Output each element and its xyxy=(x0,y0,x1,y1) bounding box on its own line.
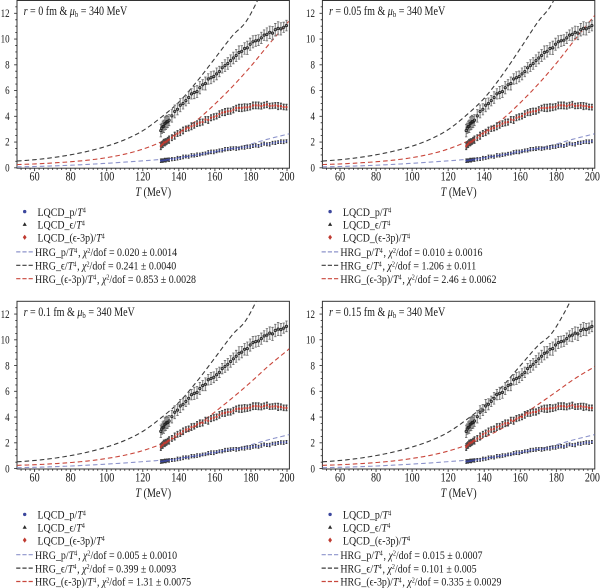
svg-text:10: 10 xyxy=(306,335,315,347)
svg-text:100: 100 xyxy=(405,171,421,184)
svg-text:100: 100 xyxy=(99,171,115,184)
svg-text:120: 120 xyxy=(441,171,457,184)
svg-text:LQCD_p/T4: LQCD_p/T4 xyxy=(37,510,86,522)
svg-text:60: 60 xyxy=(335,171,345,184)
svg-text:6: 6 xyxy=(5,386,9,398)
svg-text:140: 140 xyxy=(171,171,187,184)
svg-text:4: 4 xyxy=(5,111,9,123)
svg-text:8: 8 xyxy=(311,60,315,72)
svg-text:80: 80 xyxy=(371,472,381,485)
svg-text:T (MeV): T (MeV) xyxy=(441,186,477,199)
svg-text:60: 60 xyxy=(30,171,40,184)
svg-text:160: 160 xyxy=(513,171,529,184)
svg-text:10: 10 xyxy=(1,335,10,347)
svg-text:4: 4 xyxy=(5,412,9,424)
svg-text:HRG_(ϵ-3p)/T4 , χ2/dof = 0.335: HRG_(ϵ-3p)/T4 , χ2/dof = 0.335 ± 0.0029 xyxy=(340,577,501,588)
svg-text:4: 4 xyxy=(311,111,315,123)
svg-text:LQCD_(ϵ-3p)/T4: LQCD_(ϵ-3p)/T4 xyxy=(343,233,411,245)
svg-text:HRG_(ϵ-3p)/T4 , χ2/dof = 1.31: HRG_(ϵ-3p)/T4 , χ2/dof = 1.31 ± 0.0075 xyxy=(35,577,191,588)
svg-text:12: 12 xyxy=(1,309,10,321)
svg-text:LQCD_(ϵ-3p)/T4: LQCD_(ϵ-3p)/T4 xyxy=(37,536,105,548)
svg-text:HRG_p/T4 , χ2/dof = 0.005 ± 0.: HRG_p/T4 , χ2/dof = 0.005 ± 0.0010 xyxy=(35,550,177,562)
svg-text:160: 160 xyxy=(207,171,223,184)
svg-text:T (MeV): T (MeV) xyxy=(135,487,171,500)
svg-text:HRG_(ϵ-3p)/T4 , χ2/dof = 2.46: HRG_(ϵ-3p)/T4 , χ2/dof = 2.46 ± 0.0062 xyxy=(340,274,496,286)
svg-text:6: 6 xyxy=(5,85,9,97)
svg-text:LQCD_(ϵ-3p)/T4: LQCD_(ϵ-3p)/T4 xyxy=(37,233,105,245)
svg-text:180: 180 xyxy=(243,171,259,184)
svg-text:HRG_p/T4 , χ2/dof = 0.010 ± 0.: HRG_p/T4 , χ2/dof = 0.010 ± 0.0016 xyxy=(340,248,482,260)
svg-text:LQCD_(ϵ-3p)/T4: LQCD_(ϵ-3p)/T4 xyxy=(343,536,411,548)
svg-text:12: 12 xyxy=(1,8,10,20)
svg-text:HRG_ϵ/T4 , χ2/dof = 0.399 ± 0.: HRG_ϵ/T4 , χ2/dof = 0.399 ± 0.0093 xyxy=(35,564,176,576)
svg-text:0: 0 xyxy=(311,163,315,175)
svg-text:LQCD_ϵ/T4: LQCD_ϵ/T4 xyxy=(37,220,85,232)
svg-text:HRG_ϵ/T4 , χ2/dof = 0.241 ± 0.: HRG_ϵ/T4 , χ2/dof = 0.241 ± 0.0040 xyxy=(35,261,176,273)
svg-text:6: 6 xyxy=(311,85,315,97)
svg-text:LQCD_ϵ/T4: LQCD_ϵ/T4 xyxy=(343,523,391,535)
svg-text:HRG_p/T4 , χ2/dof = 0.020 ± 0.: HRG_p/T4 , χ2/dof = 0.020 ± 0.0014 xyxy=(35,248,178,260)
svg-text:200: 200 xyxy=(279,472,295,485)
svg-text:180: 180 xyxy=(243,472,259,485)
svg-text:160: 160 xyxy=(207,472,223,485)
svg-text:LQCD_ϵ/T4: LQCD_ϵ/T4 xyxy=(37,523,85,535)
svg-text:120: 120 xyxy=(135,171,151,184)
svg-text:8: 8 xyxy=(311,360,315,372)
svg-text:T (MeV): T (MeV) xyxy=(441,487,477,500)
svg-text:60: 60 xyxy=(30,472,40,485)
svg-text:T (MeV): T (MeV) xyxy=(135,186,171,199)
svg-text:100: 100 xyxy=(405,472,421,485)
svg-text:LQCD_ϵ/T4: LQCD_ϵ/T4 xyxy=(343,220,391,232)
svg-text:160: 160 xyxy=(513,472,529,485)
svg-text:140: 140 xyxy=(171,472,187,485)
svg-text:80: 80 xyxy=(371,171,381,184)
svg-text:HRG_(ϵ-3p)/T4 , χ2/dof = 0.853: HRG_(ϵ-3p)/T4 , χ2/dof = 0.853 ± 0.0028 xyxy=(35,274,196,286)
svg-text:8: 8 xyxy=(5,60,9,72)
svg-text:r = 0 fm & μb = 340 MeV: r = 0 fm & μb = 340 MeV xyxy=(24,5,128,19)
svg-text:r = 0.1 fm & μb = 340 MeV: r = 0.1 fm & μb = 340 MeV xyxy=(24,306,136,320)
svg-text:80: 80 xyxy=(66,171,76,184)
svg-text:0: 0 xyxy=(5,463,9,475)
svg-text:4: 4 xyxy=(311,412,315,424)
svg-text:HRG_ϵ/T4 , χ2/dof = 0.101 ± 0.: HRG_ϵ/T4 , χ2/dof = 0.101 ± 0.005 xyxy=(340,564,476,576)
svg-text:180: 180 xyxy=(549,472,565,485)
svg-text:100: 100 xyxy=(99,472,115,485)
svg-text:LQCD_p/T4: LQCD_p/T4 xyxy=(343,510,392,522)
svg-text:r = 0.15 fm & μb = 340 MeV: r = 0.15 fm & μb = 340 MeV xyxy=(329,306,446,320)
svg-text:2: 2 xyxy=(5,137,9,149)
svg-text:60: 60 xyxy=(335,472,345,485)
svg-text:r = 0.05 fm & μb = 340 MeV: r = 0.05 fm & μb = 340 MeV xyxy=(329,5,446,19)
svg-text:HRG_ϵ/T4 , χ2/dof = 1.206 ± 0.: HRG_ϵ/T4 , χ2/dof = 1.206 ± 0.011 xyxy=(340,261,476,273)
svg-text:140: 140 xyxy=(477,472,493,485)
svg-text:200: 200 xyxy=(585,472,600,485)
svg-text:2: 2 xyxy=(5,438,9,450)
svg-text:180: 180 xyxy=(549,171,565,184)
svg-text:LQCD_p/T4: LQCD_p/T4 xyxy=(343,207,392,219)
svg-text:0: 0 xyxy=(311,463,315,475)
svg-text:10: 10 xyxy=(306,34,315,46)
svg-text:12: 12 xyxy=(306,309,315,321)
svg-text:120: 120 xyxy=(441,472,457,485)
svg-text:140: 140 xyxy=(477,171,493,184)
svg-text:200: 200 xyxy=(585,171,600,184)
svg-text:HRG_p/T4 , χ2/dof = 0.015 ± 0.: HRG_p/T4 , χ2/dof = 0.015 ± 0.0007 xyxy=(340,550,482,562)
svg-text:6: 6 xyxy=(311,386,315,398)
svg-text:0: 0 xyxy=(5,163,9,175)
svg-text:LQCD_p/T4: LQCD_p/T4 xyxy=(37,207,86,219)
svg-text:2: 2 xyxy=(311,137,315,149)
svg-text:80: 80 xyxy=(66,472,76,485)
svg-text:200: 200 xyxy=(279,171,295,184)
svg-text:2: 2 xyxy=(311,438,315,450)
svg-text:8: 8 xyxy=(5,360,9,372)
svg-text:10: 10 xyxy=(1,34,10,46)
svg-text:12: 12 xyxy=(306,8,315,20)
svg-text:120: 120 xyxy=(135,472,151,485)
